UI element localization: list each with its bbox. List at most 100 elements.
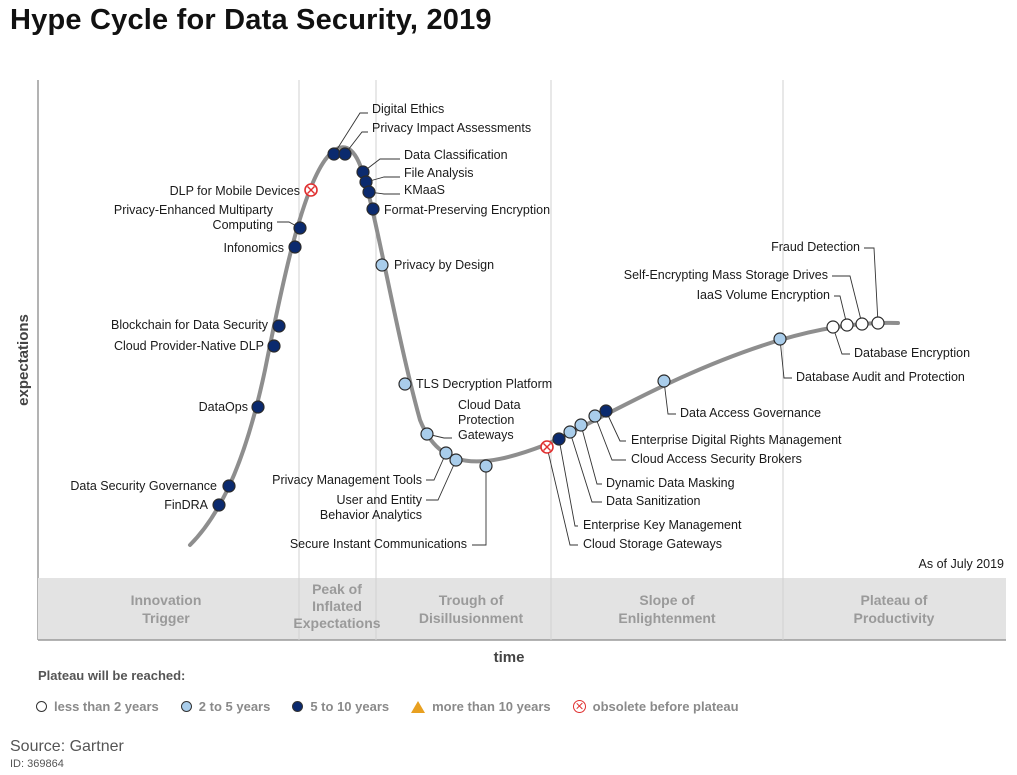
marker-data-security-governance bbox=[222, 479, 236, 493]
chart-title: Hype Cycle for Data Security, 2019 bbox=[10, 4, 492, 36]
tech-label-privacy-enhanced-multiparty-computing: Privacy-Enhanced Multiparty Computing bbox=[114, 203, 274, 232]
marker-cloud-data-protection-gateways bbox=[420, 427, 434, 441]
phase-label-slope: Slope of Enlightenment bbox=[618, 592, 716, 626]
tech-label-privacy-by-design: Privacy by Design bbox=[394, 258, 494, 272]
legend-label: more than 10 years bbox=[432, 699, 551, 714]
legend-item: 2 to 5 years bbox=[180, 699, 270, 714]
marker-data-sanitization bbox=[563, 425, 577, 439]
marker-secure-instant-communications bbox=[479, 459, 493, 473]
legend-title: Plateau will be reached: bbox=[38, 668, 186, 683]
marker-dlp-for-mobile-devices bbox=[304, 183, 318, 197]
marker-format-preserving-encryption bbox=[366, 202, 380, 216]
marker-data-access-governance bbox=[657, 374, 671, 388]
tech-label-database-encryption: Database Encryption bbox=[854, 346, 970, 360]
leader-line-iaas-volume-encryption bbox=[834, 295, 848, 326]
tech-label-iaas-volume-encryption: IaaS Volume Encryption bbox=[697, 288, 830, 302]
tech-label-cloud-storage-gateways: Cloud Storage Gateways bbox=[583, 537, 722, 551]
tech-label-data-access-governance: Data Access Governance bbox=[680, 406, 821, 420]
leader-line-fraud-detection bbox=[864, 247, 879, 324]
hype-cycle-chart: Innovation Trigger Peak of Inflated Expecta… bbox=[15, 80, 1006, 666]
leader-line-digital-ethics bbox=[333, 112, 368, 155]
marker-fraud-detection bbox=[871, 316, 885, 330]
hype-curve bbox=[188, 145, 900, 547]
tech-label-data-security-governance: Data Security Governance bbox=[70, 479, 217, 493]
lightblue-circle-icon bbox=[180, 701, 192, 712]
legend-label: less than 2 years bbox=[54, 699, 159, 714]
tech-label-data-sanitization: Data Sanitization bbox=[606, 494, 701, 508]
marker-enterprise-key-management bbox=[552, 432, 566, 446]
legend-label: 5 to 10 years bbox=[310, 699, 390, 714]
marker-privacy-by-design bbox=[375, 258, 389, 272]
leader-line-cloud-access-security-brokers bbox=[594, 415, 626, 461]
marker-infonomics bbox=[288, 240, 302, 254]
leader-line-enterprise-key-management bbox=[558, 438, 578, 527]
tech-label-kmaas: KMaaS bbox=[404, 183, 445, 197]
marker-privacy-enhanced-multiparty-computing bbox=[293, 221, 307, 235]
marker-cloud-storage-gateways bbox=[540, 440, 554, 454]
phase-label-innovation-trigger: Innovation Trigger bbox=[131, 592, 202, 626]
legend-item: more than 10 years bbox=[411, 699, 551, 714]
technology-labels: FinDRA Data Security Governance DataOps Clo… bbox=[70, 102, 970, 551]
phase-label-plateau: Plateau of Productivity bbox=[854, 592, 935, 626]
tech-label-database-audit-and-protection: Database Audit and Protection bbox=[796, 370, 965, 384]
tech-label-digital-ethics: Digital Ethics bbox=[372, 102, 444, 116]
marker-kmaas bbox=[362, 185, 376, 199]
marker-digital-ethics bbox=[327, 147, 341, 161]
phase-band bbox=[38, 578, 1006, 640]
marker-enterprise-digital-rights-management bbox=[599, 404, 613, 418]
marker-findra bbox=[212, 498, 226, 512]
leader-line-self-encrypting-mass-storage-drives bbox=[832, 275, 863, 325]
leader-lines bbox=[277, 112, 879, 546]
darkblue-circle-icon bbox=[292, 701, 304, 712]
tech-label-self-encrypting-mass-storage-drives: Self-Encrypting Mass Storage Drives bbox=[624, 268, 828, 282]
marker-dataops bbox=[251, 400, 265, 414]
leader-line-database-encryption bbox=[832, 326, 850, 355]
tech-label-fraud-detection: Fraud Detection bbox=[771, 240, 860, 254]
tech-label-dlp-for-mobile-devices: DLP for Mobile Devices bbox=[170, 184, 300, 198]
phase-label-trough: Trough of Disillusionment bbox=[419, 592, 524, 626]
leader-line-data-sanitization bbox=[569, 431, 602, 503]
legend-item: 5 to 10 years bbox=[292, 699, 389, 714]
tech-label-enterprise-digital-rights-management: Enterprise Digital Rights Management bbox=[631, 433, 842, 447]
leader-line-enterprise-digital-rights-management bbox=[605, 410, 626, 442]
tech-label-cloud-provider-native-dlp: Cloud Provider-Native DLP bbox=[114, 339, 264, 353]
y-axis-label: expectations bbox=[15, 314, 32, 406]
legend: less than 2 years 2 to 5 years 5 to 10 y… bbox=[36, 699, 739, 714]
tech-label-infonomics: Infonomics bbox=[224, 241, 284, 255]
tech-label-enterprise-key-management: Enterprise Key Management bbox=[583, 518, 742, 532]
tech-label-cloud-access-security-brokers: Cloud Access Security Brokers bbox=[631, 452, 802, 466]
leader-line-secure-instant-communications bbox=[472, 466, 487, 546]
marker-iaas-volume-encryption bbox=[840, 318, 854, 332]
as-of-label: As of July 2019 bbox=[919, 557, 1005, 571]
leader-line-user-and-entity-behavior-analytics bbox=[426, 459, 457, 501]
marker-user-and-entity-behavior-analytics bbox=[449, 453, 463, 467]
source-note: Source: Gartner bbox=[10, 738, 124, 755]
tech-label-format-preserving-encryption: Format-Preserving Encryption bbox=[384, 203, 550, 217]
tech-label-file-analysis: File Analysis bbox=[404, 166, 473, 180]
marker-blockchain-for-data-security bbox=[272, 319, 286, 333]
tech-label-privacy-management-tools: Privacy Management Tools bbox=[272, 473, 422, 487]
leader-line-privacy-impact-assessments bbox=[344, 131, 368, 155]
phase-label-peak: Peak of Inflated Expectations bbox=[293, 581, 380, 631]
legend-item: obsolete before plateau bbox=[572, 699, 739, 714]
obsolete-circle-icon bbox=[572, 700, 586, 713]
tech-label-dynamic-data-masking: Dynamic Data Masking bbox=[606, 476, 735, 490]
legend-label: obsolete before plateau bbox=[592, 699, 739, 714]
marker-privacy-management-tools bbox=[439, 446, 453, 460]
tech-label-dataops: DataOps bbox=[199, 400, 248, 414]
leader-line-cloud-storage-gateways bbox=[546, 446, 578, 546]
legend-item: less than 2 years bbox=[36, 699, 159, 714]
tech-label-privacy-impact-assessments: Privacy Impact Assessments bbox=[372, 121, 531, 135]
technology-markers bbox=[212, 147, 885, 512]
document-id: ID: 369864 bbox=[10, 758, 64, 770]
tech-label-blockchain-for-data-security: Blockchain for Data Security bbox=[111, 318, 269, 332]
leader-line-data-classification bbox=[362, 158, 400, 173]
marker-cloud-access-security-brokers bbox=[588, 409, 602, 423]
tech-label-user-and-entity-behavior-analytics: User and Entity Behavior Analytics bbox=[320, 493, 423, 522]
tech-label-secure-instant-communications: Secure Instant Communications bbox=[290, 537, 467, 551]
tech-label-data-classification: Data Classification bbox=[404, 148, 508, 162]
marker-self-encrypting-mass-storage-drives bbox=[855, 317, 869, 331]
marker-database-encryption bbox=[826, 320, 840, 334]
leader-line-database-audit-and-protection bbox=[779, 338, 792, 379]
marker-dynamic-data-masking bbox=[574, 418, 588, 432]
